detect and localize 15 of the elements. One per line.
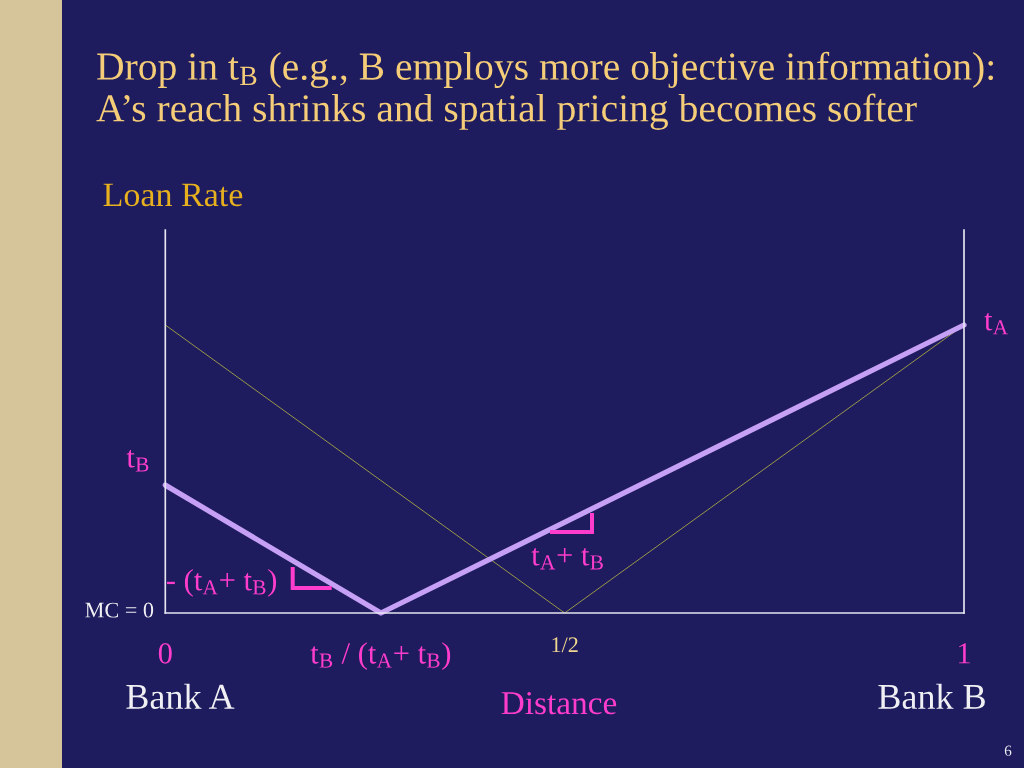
x-tick-label: t$_{B}$ / (t$_{A}$+ t$_{B}$) bbox=[310, 642, 451, 670]
x-axis-title: Distance bbox=[501, 691, 617, 715]
y-axis-title: Loan Rate bbox=[103, 183, 243, 207]
text: MC = 0 bbox=[85, 602, 154, 618]
annotation: - (t$_{A}$+ t$_{B}$) bbox=[166, 568, 277, 597]
x-tick-label: 1 bbox=[959, 643, 970, 664]
annotation: t$_{B}$ bbox=[126, 450, 149, 472]
text: 6 bbox=[1004, 745, 1012, 756]
chart-title: Drop in t$_{B}$ (e.g., B employs more objective information): A’s reach shrinks and spatial pricing becomes softer bbox=[96, 51, 994, 130]
x-tick-label: 1/2 bbox=[552, 637, 578, 653]
x-tick-label: 0 bbox=[158, 643, 172, 664]
annotation: t$_{A}$ bbox=[984, 312, 1009, 335]
text: Bank B bbox=[878, 683, 985, 710]
annotation: t$_{A}$+ t$_{B}$ bbox=[531, 547, 603, 570]
text: Bank A bbox=[126, 683, 235, 710]
